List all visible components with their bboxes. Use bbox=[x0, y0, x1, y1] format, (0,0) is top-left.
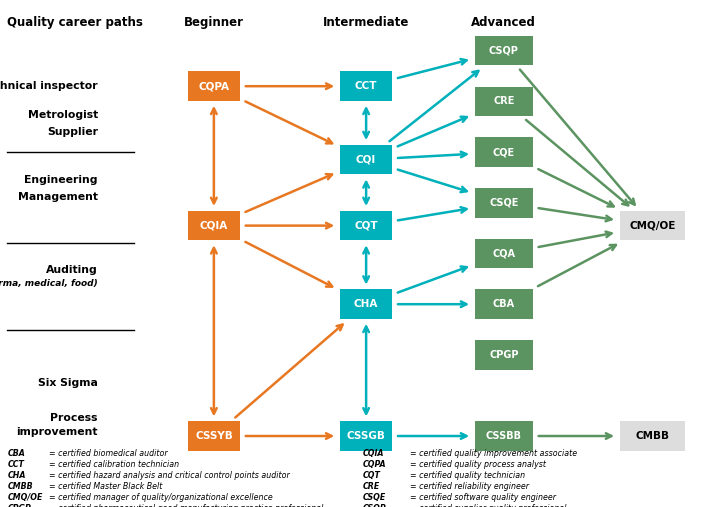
FancyBboxPatch shape bbox=[188, 211, 240, 240]
Text: Beginner: Beginner bbox=[184, 16, 244, 29]
Text: CCT: CCT bbox=[355, 81, 378, 91]
Text: CHA: CHA bbox=[7, 471, 26, 480]
Text: CQI: CQI bbox=[356, 155, 376, 165]
Text: CSQE: CSQE bbox=[489, 198, 518, 208]
FancyBboxPatch shape bbox=[188, 71, 240, 101]
Text: = certified supplier quality professional: = certified supplier quality professiona… bbox=[410, 504, 566, 507]
Text: CQE: CQE bbox=[493, 147, 515, 157]
Text: Advanced: Advanced bbox=[471, 16, 536, 29]
Text: = certified biomedical auditor: = certified biomedical auditor bbox=[49, 449, 168, 458]
Text: CSSGB: CSSGB bbox=[347, 431, 386, 441]
FancyBboxPatch shape bbox=[475, 87, 533, 116]
Text: CQT: CQT bbox=[355, 221, 378, 231]
Text: Metrologist: Metrologist bbox=[28, 110, 98, 120]
FancyBboxPatch shape bbox=[475, 421, 533, 451]
FancyBboxPatch shape bbox=[475, 36, 533, 65]
Text: CBA: CBA bbox=[7, 449, 25, 458]
Text: CMQ/OE: CMQ/OE bbox=[629, 221, 676, 231]
Text: CQT: CQT bbox=[362, 471, 381, 480]
FancyBboxPatch shape bbox=[340, 421, 392, 451]
Text: = certified software quality engineer: = certified software quality engineer bbox=[410, 493, 555, 502]
Text: Intermediate: Intermediate bbox=[323, 16, 410, 29]
Text: Quality career paths: Quality career paths bbox=[7, 16, 143, 29]
FancyBboxPatch shape bbox=[475, 239, 533, 268]
Text: Technical inspector: Technical inspector bbox=[0, 81, 98, 91]
FancyBboxPatch shape bbox=[475, 188, 533, 218]
Text: CMBB: CMBB bbox=[7, 482, 33, 491]
Text: CSQP: CSQP bbox=[489, 46, 519, 56]
FancyBboxPatch shape bbox=[620, 421, 685, 451]
Text: = certified quality technician: = certified quality technician bbox=[410, 471, 525, 480]
Text: = certified manager of quality/organizational excellence: = certified manager of quality/organizat… bbox=[49, 493, 273, 502]
Text: = certified calibration technician: = certified calibration technician bbox=[49, 460, 179, 469]
Text: CQIA: CQIA bbox=[200, 221, 228, 231]
FancyBboxPatch shape bbox=[340, 71, 392, 101]
FancyBboxPatch shape bbox=[340, 289, 392, 319]
Text: = certified quality improvement associate: = certified quality improvement associat… bbox=[410, 449, 577, 458]
Text: (Pharma, medical, food): (Pharma, medical, food) bbox=[0, 279, 98, 288]
Text: Management: Management bbox=[18, 192, 98, 202]
Text: Auditing: Auditing bbox=[46, 265, 98, 275]
FancyBboxPatch shape bbox=[188, 421, 240, 451]
Text: Engineering: Engineering bbox=[25, 175, 98, 186]
Text: = certified reliability engineer: = certified reliability engineer bbox=[410, 482, 529, 491]
Text: CQPA: CQPA bbox=[362, 460, 386, 469]
Text: = certified quality process analyst: = certified quality process analyst bbox=[410, 460, 546, 469]
Text: CQIA: CQIA bbox=[362, 449, 384, 458]
Text: CMBB: CMBB bbox=[636, 431, 669, 441]
Text: CQA: CQA bbox=[492, 248, 515, 259]
Text: improvement: improvement bbox=[17, 427, 98, 437]
Text: CCT: CCT bbox=[7, 460, 24, 469]
Text: = certified hazard analysis and critical control points auditor: = certified hazard analysis and critical… bbox=[49, 471, 290, 480]
Text: CQPA: CQPA bbox=[199, 81, 229, 91]
FancyBboxPatch shape bbox=[475, 340, 533, 370]
FancyBboxPatch shape bbox=[340, 145, 392, 174]
FancyBboxPatch shape bbox=[340, 211, 392, 240]
FancyBboxPatch shape bbox=[620, 211, 685, 240]
Text: CSQP: CSQP bbox=[362, 504, 386, 507]
Text: = certified Master Black Belt: = certified Master Black Belt bbox=[49, 482, 162, 491]
Text: CPGP: CPGP bbox=[7, 504, 31, 507]
Text: CBA: CBA bbox=[493, 299, 515, 309]
Text: CSSBB: CSSBB bbox=[486, 431, 522, 441]
Text: CSSYB: CSSYB bbox=[195, 431, 233, 441]
Text: CSQE: CSQE bbox=[362, 493, 386, 502]
Text: CPGP: CPGP bbox=[489, 350, 518, 360]
Text: = certified pharmaceutical good manufacturing practice professional: = certified pharmaceutical good manufact… bbox=[49, 504, 323, 507]
Text: CRE: CRE bbox=[493, 96, 515, 106]
Text: CRE: CRE bbox=[362, 482, 380, 491]
Text: Supplier: Supplier bbox=[47, 127, 98, 137]
Text: CMQ/OE: CMQ/OE bbox=[7, 493, 43, 502]
FancyBboxPatch shape bbox=[475, 137, 533, 167]
FancyBboxPatch shape bbox=[475, 289, 533, 319]
Text: CHA: CHA bbox=[354, 299, 378, 309]
Text: Process: Process bbox=[50, 413, 98, 423]
Text: Six Sigma: Six Sigma bbox=[38, 378, 98, 388]
